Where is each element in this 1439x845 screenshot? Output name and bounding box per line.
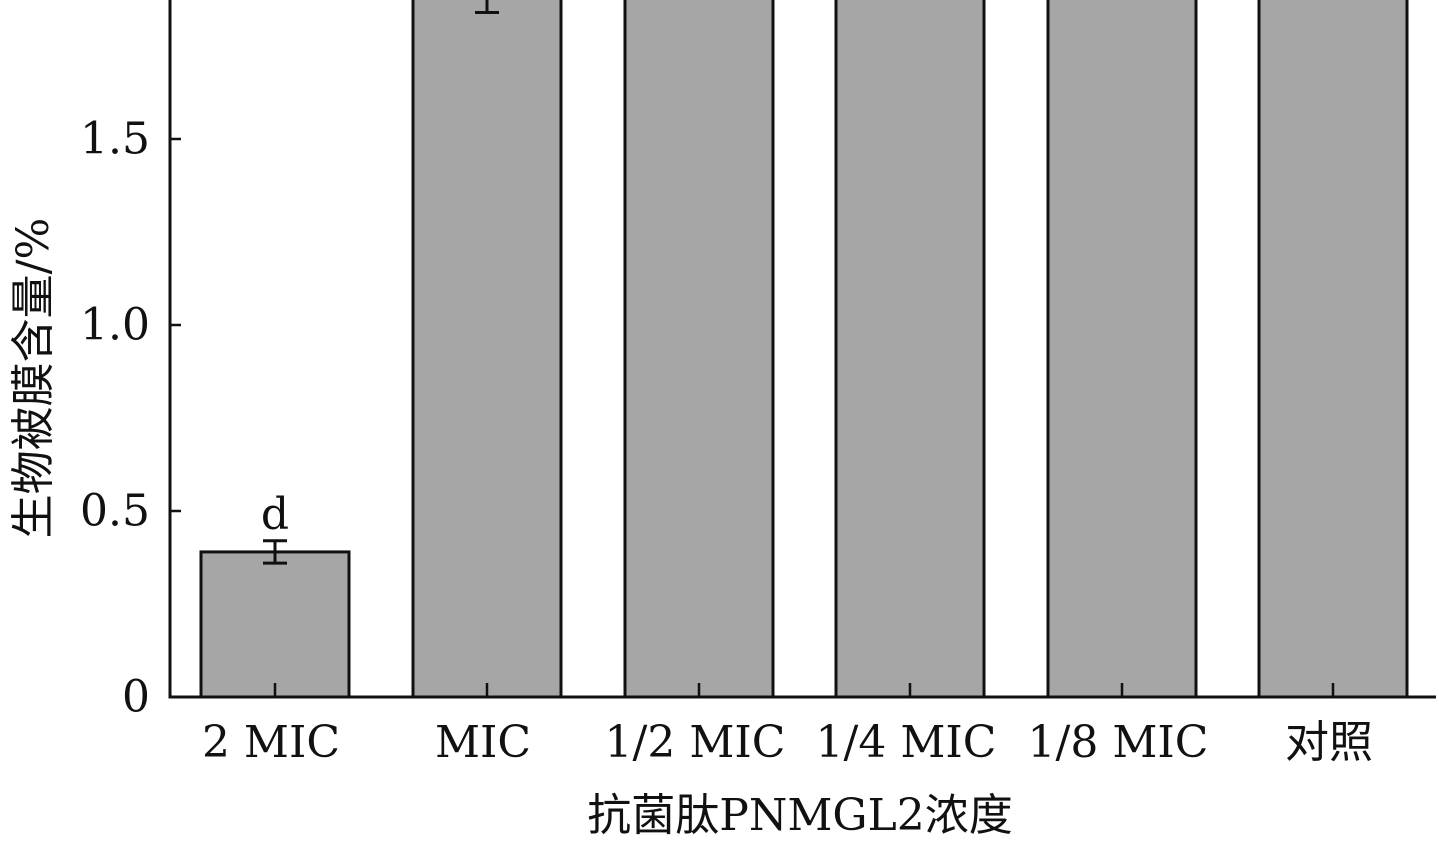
x-tick-label: 2 MIC [202, 717, 340, 768]
x-ticks-layer: 2 MIC MIC 1/2 MIC 1/4 MIC 1/8 MIC 对照 [202, 683, 1373, 768]
bar [1046, 0, 1198, 699]
x-tick-label: 对照 [1285, 717, 1373, 768]
y-tick-label: 0 [122, 672, 150, 723]
axes-layer [168, 0, 1436, 699]
x-tick-label: MIC [435, 717, 531, 768]
y-tick-label: 1.5 [80, 114, 150, 165]
x-tick-label: 1/8 MIC [1028, 717, 1209, 768]
bar [834, 0, 986, 699]
bar [623, 0, 775, 699]
error-bar [263, 539, 287, 565]
bar [199, 550, 351, 699]
bar [1257, 0, 1409, 699]
y-tick-label: 0.5 [80, 486, 150, 537]
significance-label: d [261, 489, 289, 540]
error-bar [475, 0, 499, 15]
bar [411, 0, 563, 699]
y-ticks-layer: 00.51.01.52.02.53.03.5 [80, 114, 181, 723]
x-axis-title: 抗菌肽PNMGL2浓度 [587, 790, 1013, 840]
bars-layer: dcbbaa [199, 0, 1409, 699]
x-tick-label: 1/4 MIC [816, 717, 997, 768]
x-tick-label: 1/2 MIC [605, 717, 786, 768]
y-axis-title: 生物被膜含量/% [8, 218, 59, 539]
y-tick-label: 1.0 [80, 300, 150, 351]
